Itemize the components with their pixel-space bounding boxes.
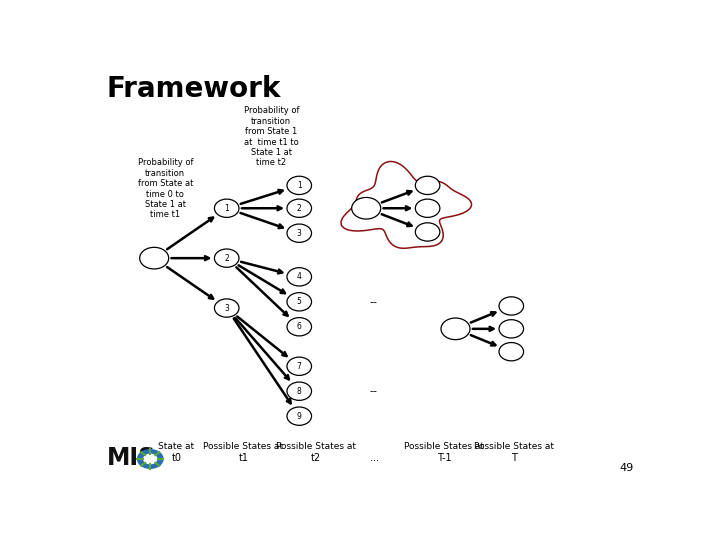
- Circle shape: [215, 199, 239, 218]
- Text: 2: 2: [297, 204, 302, 213]
- Circle shape: [287, 176, 312, 194]
- Circle shape: [415, 176, 440, 194]
- Text: State at: State at: [158, 442, 194, 451]
- Circle shape: [287, 224, 312, 242]
- Text: Probability of
transition
from State 1
at  time t1 to
State 1 at
time t2: Probability of transition from State 1 a…: [243, 106, 299, 167]
- Circle shape: [499, 342, 523, 361]
- Text: --: --: [369, 203, 377, 213]
- Text: T: T: [511, 453, 517, 463]
- Circle shape: [140, 247, 168, 269]
- Text: 5: 5: [297, 298, 302, 306]
- Text: Framework: Framework: [107, 75, 281, 103]
- Text: 6: 6: [297, 322, 302, 331]
- Text: T-1: T-1: [437, 453, 451, 463]
- Text: t2: t2: [311, 453, 321, 463]
- Circle shape: [287, 382, 312, 400]
- Circle shape: [441, 318, 470, 340]
- Circle shape: [499, 297, 523, 315]
- Text: 1: 1: [297, 181, 302, 190]
- Text: t0: t0: [171, 453, 181, 463]
- Circle shape: [287, 199, 312, 218]
- Circle shape: [351, 198, 381, 219]
- Text: 1: 1: [225, 204, 229, 213]
- Circle shape: [215, 299, 239, 317]
- Text: Possible States at: Possible States at: [405, 442, 485, 451]
- Text: --: --: [369, 386, 377, 396]
- Text: t1: t1: [238, 453, 248, 463]
- Circle shape: [287, 318, 312, 336]
- Text: 3: 3: [224, 303, 229, 313]
- Circle shape: [137, 449, 163, 469]
- Text: Possible States at: Possible States at: [474, 442, 554, 451]
- Circle shape: [415, 199, 440, 218]
- Text: 8: 8: [297, 387, 302, 396]
- Text: 2: 2: [225, 254, 229, 262]
- Circle shape: [215, 249, 239, 267]
- Text: 7: 7: [297, 362, 302, 371]
- Text: 4: 4: [297, 272, 302, 281]
- Text: Possible States at: Possible States at: [204, 442, 284, 451]
- Circle shape: [287, 293, 312, 311]
- Text: ...: ...: [370, 453, 379, 463]
- Text: MIS: MIS: [107, 446, 156, 470]
- Text: 3: 3: [297, 229, 302, 238]
- Circle shape: [287, 407, 312, 426]
- Circle shape: [415, 223, 440, 241]
- Circle shape: [287, 268, 312, 286]
- Text: Possible States at: Possible States at: [276, 442, 356, 451]
- Circle shape: [143, 454, 158, 464]
- Circle shape: [287, 357, 312, 375]
- Text: 9: 9: [297, 411, 302, 421]
- Text: 49: 49: [620, 463, 634, 473]
- Text: Probability of
transition
from State at
time 0 to
State 1 at
time t1: Probability of transition from State at …: [138, 158, 193, 219]
- Text: --: --: [369, 297, 377, 307]
- Circle shape: [499, 320, 523, 338]
